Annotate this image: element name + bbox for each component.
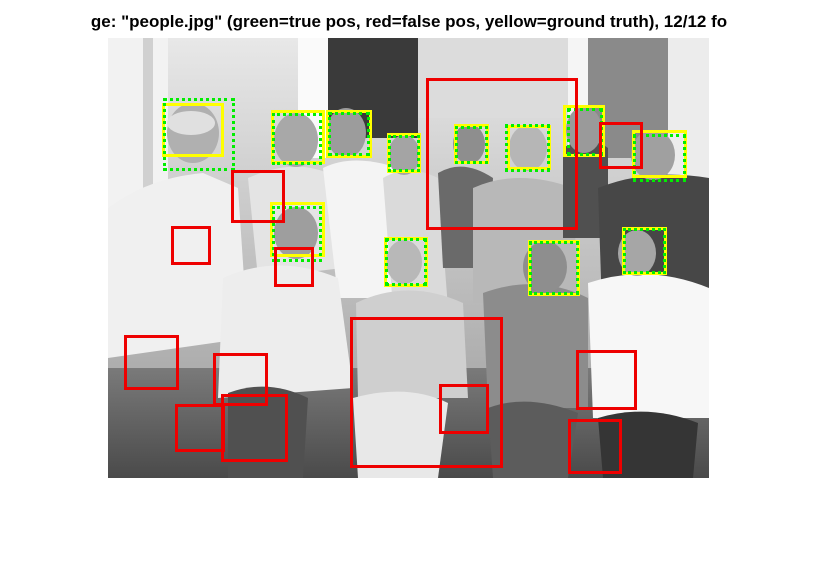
figure-title: ge: "people.jpg" (green=true pos, red=fa…: [90, 12, 728, 31]
people-photo-render: [108, 38, 709, 478]
people-photo: [108, 38, 709, 478]
